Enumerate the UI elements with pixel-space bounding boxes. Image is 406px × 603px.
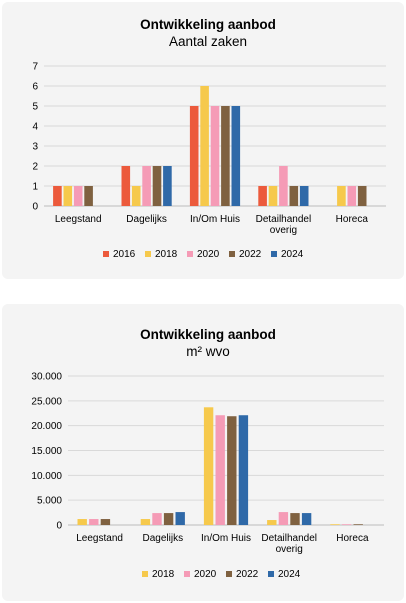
chart-panel-aantal-zaken: Ontwikkeling aanbod Aantal zaken 0 1 2 3 4 5 6… <box>2 2 404 279</box>
bar-2018 <box>337 186 346 206</box>
bar-2020 <box>142 166 151 206</box>
y-tick-label: 20.000 <box>31 421 62 432</box>
legend-swatch-2020 <box>184 571 190 577</box>
legend-swatch-2016 <box>103 251 109 257</box>
bar-2022 <box>357 186 367 206</box>
bar-2020 <box>341 524 352 525</box>
legend-label-2022: 2022 <box>236 569 259 580</box>
x-category-label: Detailhandel <box>256 214 312 225</box>
chart-subtitle: Aantal zaken <box>169 34 247 49</box>
x-category-label: overig <box>276 544 303 555</box>
x-category-label: Horeca <box>336 533 369 544</box>
legend-swatch-2024 <box>268 571 274 577</box>
bar-2018 <box>140 519 151 525</box>
bar-2024 <box>231 106 241 206</box>
bar-2018 <box>268 186 278 206</box>
bar-2020 <box>210 106 220 206</box>
bar-2022 <box>163 513 174 525</box>
bar-2018 <box>63 186 73 206</box>
y-tick-label: 5 <box>32 102 38 113</box>
bar-2020 <box>278 512 289 525</box>
y-tick-label: 10.000 <box>31 471 62 482</box>
y-tick-label: 0 <box>56 521 62 532</box>
legend-swatch-2018 <box>142 571 148 577</box>
legend-label-2016: 2016 <box>113 249 136 260</box>
x-category-label: Detailhandel <box>261 533 317 544</box>
legend-swatch-2024 <box>271 251 277 257</box>
legend-label-2018: 2018 <box>152 569 175 580</box>
bar-2022 <box>100 519 111 525</box>
bar-2024 <box>175 512 185 525</box>
bar-2022 <box>290 513 300 525</box>
chart-panel-m2-wvo: Ontwikkeling aanbod m² wvo 0 5.000 10.000 1… <box>2 304 404 601</box>
y-tick-label: 7 <box>32 62 38 73</box>
y-tick-label: 25.000 <box>31 396 62 407</box>
bar-2024 <box>299 186 309 206</box>
bar-2020 <box>215 415 225 525</box>
y-tick-label: 3 <box>32 142 38 153</box>
legend-swatch-2022 <box>226 571 232 577</box>
y-tick-label: 5.000 <box>37 496 62 507</box>
y-tick-label: 6 <box>32 82 38 93</box>
bar-2022 <box>227 416 237 525</box>
bar-2020 <box>347 186 357 206</box>
x-category-label: In/Om Huis <box>190 214 240 225</box>
bar-2022 <box>353 524 363 525</box>
x-category-label: In/Om Huis <box>201 533 251 544</box>
chart-title: Ontwikkeling aanbod <box>140 327 276 342</box>
y-tick-label: 15.000 <box>31 446 62 457</box>
y-tick-label: 0 <box>32 202 38 213</box>
x-category-label: Horeca <box>336 214 369 225</box>
bar-2018 <box>77 519 87 525</box>
y-tick-label: 4 <box>32 122 38 133</box>
legend-label-2018: 2018 <box>155 249 178 260</box>
chart-title: Ontwikkeling aanbod <box>140 17 276 32</box>
legend-swatch-2020 <box>187 251 193 257</box>
bar-2018 <box>200 86 209 206</box>
legend-swatch-2022 <box>229 251 235 257</box>
bar-2020 <box>279 166 288 206</box>
legend-swatch-2018 <box>145 251 151 257</box>
bar-2024 <box>238 415 249 525</box>
bar-2020 <box>73 186 83 206</box>
bar-2020 <box>89 519 99 525</box>
bar-2018 <box>330 524 340 525</box>
x-category-label: Dagelijks <box>126 214 167 225</box>
legend-label-2020: 2020 <box>194 569 217 580</box>
bar-2020 <box>152 513 162 525</box>
legend-label-2020: 2020 <box>197 249 220 260</box>
bar-2018 <box>131 186 141 206</box>
x-category-label: Dagelijks <box>143 533 184 544</box>
bar-2022 <box>221 106 230 206</box>
x-category-label: Leegstand <box>76 533 123 544</box>
legend-label-2024: 2024 <box>278 569 301 580</box>
bar-2016 <box>189 106 199 206</box>
y-tick-label: 2 <box>32 162 38 173</box>
bar-2022 <box>152 166 162 206</box>
bar-2024 <box>163 166 172 206</box>
bar-2016 <box>53 186 62 206</box>
bar-2018 <box>267 520 277 525</box>
x-category-label: overig <box>270 225 297 236</box>
bar-2022 <box>289 186 299 206</box>
bar-2022 <box>84 186 93 206</box>
bar-2016 <box>121 166 131 206</box>
x-category-label: Leegstand <box>55 214 102 225</box>
legend-label-2024: 2024 <box>281 249 304 260</box>
y-tick-label: 1 <box>32 182 38 193</box>
chart-aantal-zaken: Ontwikkeling aanbod Aantal zaken 0 1 2 3 4 5 6… <box>32 17 386 260</box>
bar-2024 <box>301 513 312 525</box>
chart-m2-wvo: Ontwikkeling aanbod m² wvo 0 5.000 10.000 1… <box>31 327 384 580</box>
legend-label-2022: 2022 <box>239 249 262 260</box>
bar-2018 <box>203 407 214 525</box>
chart-subtitle: m² wvo <box>186 344 230 359</box>
bar-2016 <box>258 186 267 206</box>
y-tick-label: 30.000 <box>31 372 62 383</box>
